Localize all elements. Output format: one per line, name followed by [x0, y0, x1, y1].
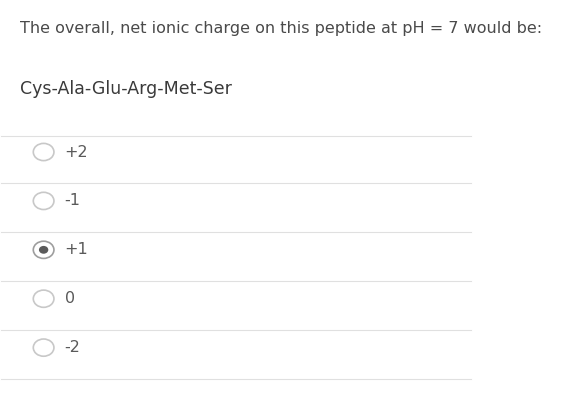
Text: The overall, net ionic charge on this peptide at pH = 7 would be:: The overall, net ionic charge on this pe…	[20, 21, 542, 36]
Text: +2: +2	[65, 145, 88, 160]
Text: +1: +1	[65, 242, 88, 257]
Text: Cys-Ala-Glu-Arg-Met-Ser: Cys-Ala-Glu-Arg-Met-Ser	[20, 80, 232, 98]
Circle shape	[39, 246, 48, 254]
Text: -1: -1	[65, 193, 81, 208]
Text: -2: -2	[65, 340, 80, 355]
Text: 0: 0	[65, 291, 75, 306]
